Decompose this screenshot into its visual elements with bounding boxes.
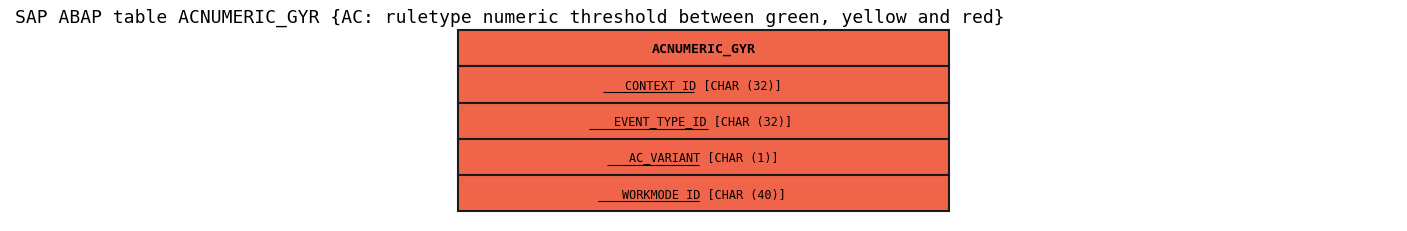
FancyBboxPatch shape	[457, 67, 950, 103]
FancyBboxPatch shape	[457, 139, 950, 175]
Text: SAP ABAP table ACNUMERIC_GYR {AC: ruletype numeric threshold between green, yell: SAP ABAP table ACNUMERIC_GYR {AC: rulety…	[15, 8, 1005, 26]
FancyBboxPatch shape	[457, 31, 950, 67]
Text: AC_VARIANT [CHAR (1)]: AC_VARIANT [CHAR (1)]	[629, 151, 778, 164]
Text: WORKMODE_ID [CHAR (40)]: WORKMODE_ID [CHAR (40)]	[622, 187, 785, 200]
Text: CONTEXT_ID [CHAR (32)]: CONTEXT_ID [CHAR (32)]	[625, 79, 782, 92]
FancyBboxPatch shape	[457, 103, 950, 139]
FancyBboxPatch shape	[457, 175, 950, 211]
Text: ACNUMERIC_GYR: ACNUMERIC_GYR	[651, 43, 756, 56]
Text: EVENT_TYPE_ID [CHAR (32)]: EVENT_TYPE_ID [CHAR (32)]	[615, 115, 792, 128]
